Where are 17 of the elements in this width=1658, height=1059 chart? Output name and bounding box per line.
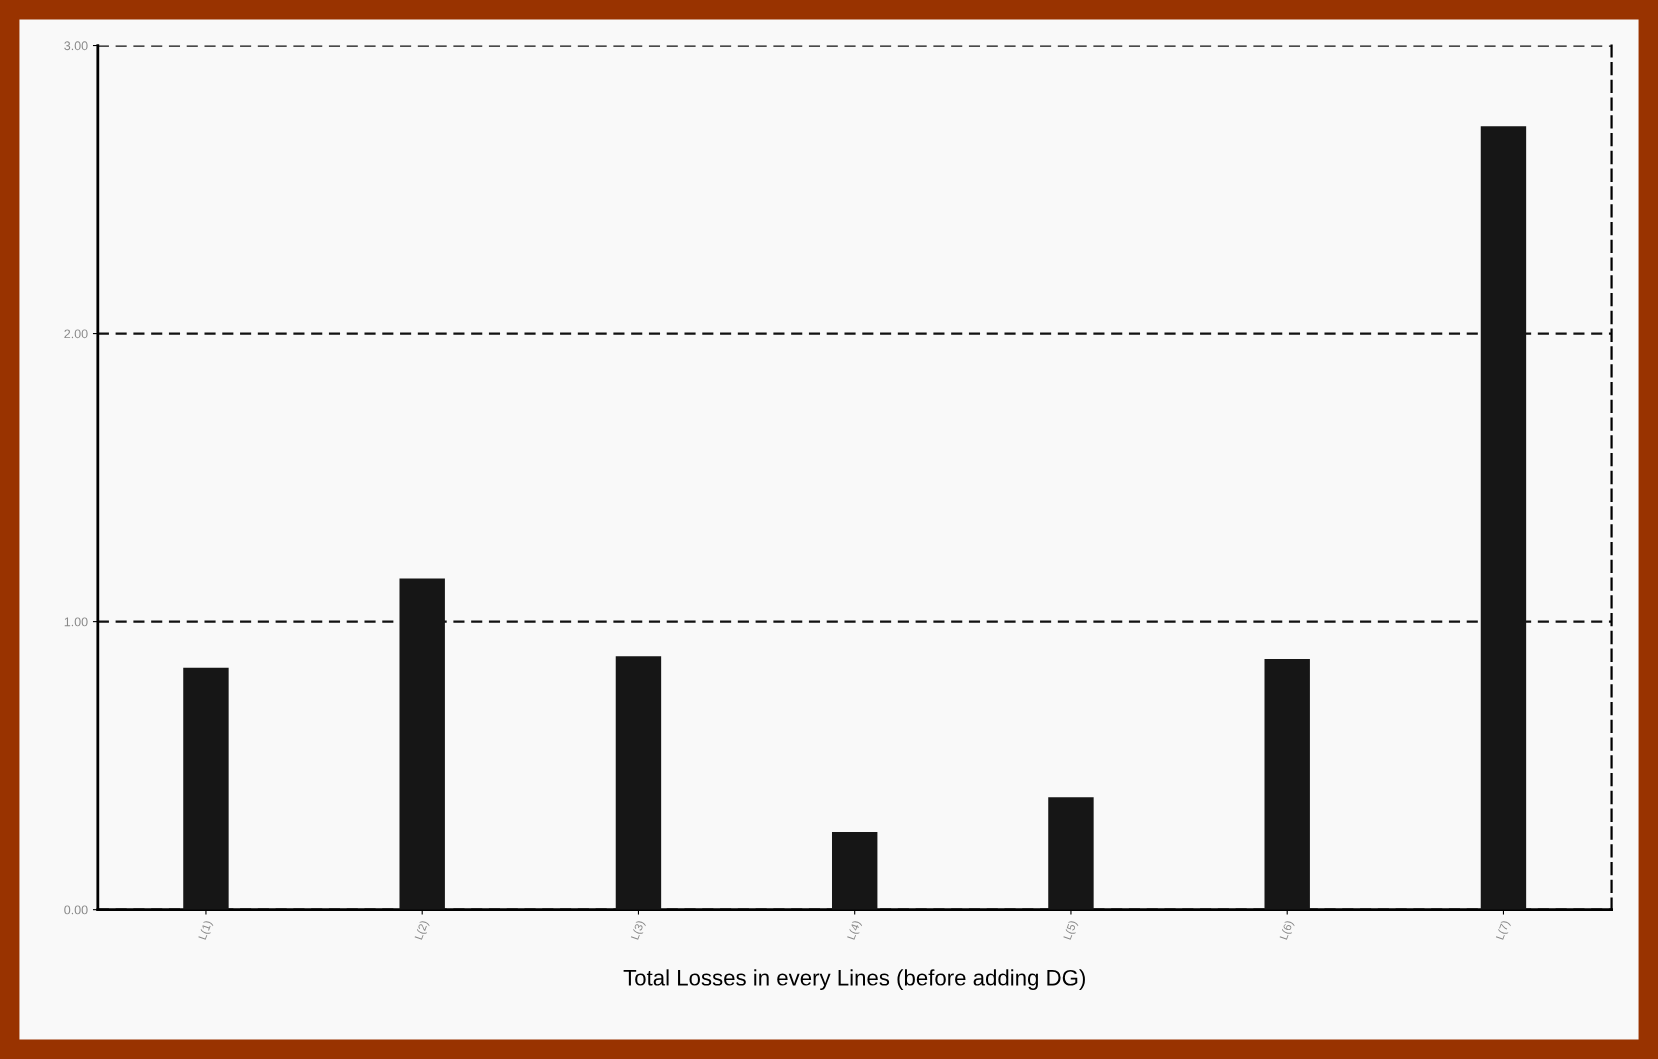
y-tick-label: 2.00 — [64, 329, 88, 339]
y-tick-label: 1.00 — [64, 617, 88, 627]
x-axis-title: Total Losses in every Lines (before adding DG) — [623, 969, 1085, 990]
x-tick-label: L(5) — [1063, 920, 1079, 941]
bar — [1048, 797, 1094, 910]
y-tick-label: 3.00 — [64, 41, 88, 51]
x-tick-label: L(3) — [630, 920, 647, 941]
bar — [183, 667, 229, 910]
bar — [615, 656, 662, 910]
x-tick-label: L(1) — [198, 920, 214, 941]
y-tick-label: 0.00 — [64, 905, 88, 915]
x-tick-label: L(2) — [414, 920, 431, 941]
x-tick-label: L(7) — [1495, 920, 1512, 941]
x-tick-label: L(6) — [1279, 920, 1296, 941]
bar — [831, 831, 878, 910]
bar — [1264, 659, 1310, 910]
x-tick-label: L(4) — [846, 920, 863, 941]
